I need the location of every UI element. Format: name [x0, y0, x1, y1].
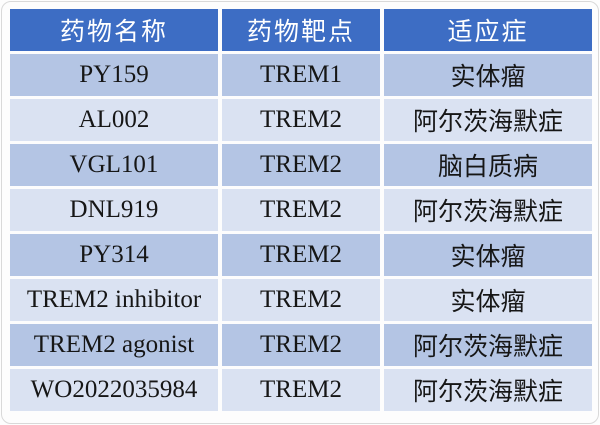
drug-name-cell: PY314: [10, 234, 218, 276]
indication-cell: 阿尔茨海默症: [384, 324, 592, 366]
indication-cell: 阿尔茨海默症: [384, 189, 592, 231]
col-header-drug-target: 药物靶点: [222, 9, 380, 51]
table-row: PY159 TREM1 实体瘤: [10, 54, 592, 96]
col-header-indication: 适应症: [384, 9, 592, 51]
indication-cell: 阿尔茨海默症: [384, 99, 592, 141]
indication-cell: 实体瘤: [384, 234, 592, 276]
drug-name-cell: WO2022035984: [10, 369, 218, 411]
drug-target-cell: TREM2: [222, 144, 380, 186]
drug-name-cell: DNL919: [10, 189, 218, 231]
drug-name-cell: PY159: [10, 54, 218, 96]
drug-name-cell: VGL101: [10, 144, 218, 186]
indication-cell: 阿尔茨海默症: [384, 369, 592, 411]
drug-target-cell: TREM2: [222, 234, 380, 276]
indication-cell: 实体瘤: [384, 54, 592, 96]
drug-name-cell: TREM2 inhibitor: [10, 279, 218, 321]
indication-cell: 脑白质病: [384, 144, 592, 186]
drug-target-cell: TREM2: [222, 99, 380, 141]
table-row: AL002 TREM2 阿尔茨海默症: [10, 99, 592, 141]
table-row: VGL101 TREM2 脑白质病: [10, 144, 592, 186]
drug-name-cell: AL002: [10, 99, 218, 141]
header-row: 药物名称 药物靶点 适应症: [10, 9, 592, 51]
drug-pipeline-table: 药物名称 药物靶点 适应症 PY159 TREM1 实体瘤 AL002 TREM…: [6, 6, 596, 414]
table-row: WO2022035984 TREM2 阿尔茨海默症: [10, 369, 592, 411]
drug-target-cell: TREM1: [222, 54, 380, 96]
drug-name-cell: TREM2 agonist: [10, 324, 218, 366]
drug-target-cell: TREM2: [222, 189, 380, 231]
indication-cell: 实体瘤: [384, 279, 592, 321]
table-row: PY314 TREM2 实体瘤: [10, 234, 592, 276]
drug-target-cell: TREM2: [222, 324, 380, 366]
table-row: TREM2 inhibitor TREM2 实体瘤: [10, 279, 592, 321]
col-header-drug-name: 药物名称: [10, 9, 218, 51]
table-row: DNL919 TREM2 阿尔茨海默症: [10, 189, 592, 231]
table-row: TREM2 agonist TREM2 阿尔茨海默症: [10, 324, 592, 366]
drug-target-cell: TREM2: [222, 279, 380, 321]
drug-target-cell: TREM2: [222, 369, 380, 411]
